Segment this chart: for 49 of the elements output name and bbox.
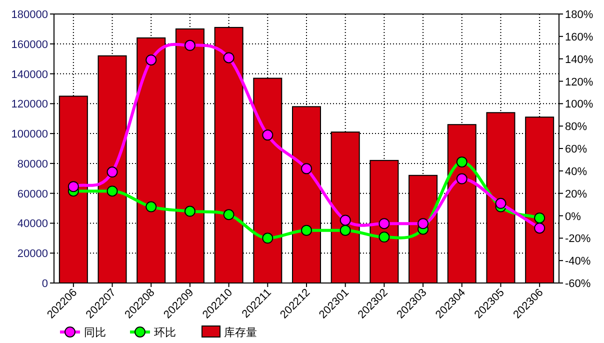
point <box>223 209 234 220</box>
y-tick-label: 180000 <box>11 9 48 21</box>
y-tick-label: 60000 <box>17 188 48 200</box>
point <box>340 214 351 226</box>
point <box>106 166 118 178</box>
y-tick-label: 160000 <box>11 38 48 51</box>
y2-tick-label: 160% <box>565 31 594 44</box>
point <box>340 224 351 236</box>
y-tick-label: 80000 <box>17 158 48 170</box>
y2-tick-label: 140% <box>565 54 594 66</box>
point <box>378 232 390 243</box>
y-tick-label: 20000 <box>17 248 48 260</box>
y2-tick-label: 40% <box>565 166 588 178</box>
point <box>146 54 157 66</box>
point <box>262 232 274 244</box>
point <box>301 224 312 236</box>
point <box>184 40 196 51</box>
y2-tick-label: 20% <box>565 188 588 200</box>
point <box>146 201 157 212</box>
point <box>223 52 234 64</box>
y-tick-label: 100000 <box>11 128 48 141</box>
legend-label: 同比 <box>84 326 106 339</box>
legend-label: 库存量 <box>224 326 257 339</box>
y2-tick-label: -20% <box>565 233 591 246</box>
point <box>184 206 196 217</box>
point <box>456 173 468 184</box>
legend-label: 环比 <box>154 326 176 339</box>
y-tick-label: 120000 <box>11 98 48 111</box>
y2-tick-label: 120% <box>565 76 594 88</box>
y2-tick-label: -60% <box>565 278 591 290</box>
point <box>534 222 546 234</box>
y-tick-label: 40000 <box>17 218 48 230</box>
point <box>534 212 546 224</box>
point <box>418 218 429 230</box>
y-tick-label: 0 <box>42 278 48 290</box>
y2-tick-label: -40% <box>565 256 591 268</box>
y2-tick-label: 80% <box>565 121 588 134</box>
point <box>68 181 79 192</box>
y2-tick-label: 100% <box>565 98 594 111</box>
point <box>106 186 118 197</box>
point <box>456 156 468 168</box>
y2-tick-label: 60% <box>565 144 588 156</box>
point <box>495 198 506 209</box>
y2-tick-label: 180% <box>565 9 594 21</box>
point <box>262 130 274 141</box>
y2-tick-label: 0% <box>565 210 582 223</box>
y-tick-label: 140000 <box>11 68 48 81</box>
point <box>301 163 312 174</box>
point <box>378 218 390 230</box>
